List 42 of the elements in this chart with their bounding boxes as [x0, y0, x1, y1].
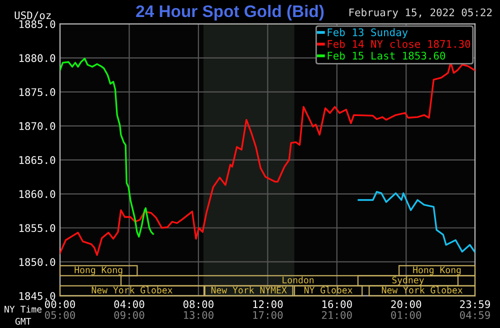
- x-tick-label: 08:00: [183, 300, 214, 308]
- y-tick-label: 1870.0: [19, 122, 56, 130]
- legend-label: Feb 13 Sunday: [328, 28, 408, 38]
- line-series: [358, 191, 475, 253]
- x2-tick-label: 05:00: [45, 311, 76, 319]
- annotation: London: [282, 276, 314, 284]
- x-axis-title: NY Time: [4, 306, 42, 313]
- x2-tick-label: 21:00: [322, 311, 352, 319]
- annotation: Hong Kong: [74, 266, 122, 276]
- y-tick-label: 1855.0: [19, 224, 56, 232]
- annotation: Sydney: [392, 276, 424, 286]
- x-tick-label: 00:00: [45, 300, 76, 308]
- y-tick-label: 1850.0: [19, 258, 56, 266]
- line-series: [60, 62, 475, 256]
- x2-tick-label: 01:00: [391, 311, 422, 319]
- annotation: Hong Kong: [413, 266, 461, 276]
- y-tick-label: 1845.0: [19, 292, 56, 300]
- legend-label: Feb 14 NY close 1871.30: [328, 40, 470, 48]
- y-tick-label: 1880.0: [19, 54, 56, 62]
- x-tick-label: 20:00: [391, 300, 422, 308]
- x-tick-label: 12:00: [253, 300, 283, 308]
- x-tick-label: 04:00: [114, 300, 144, 308]
- x2-tick-label: 13:00: [184, 311, 214, 319]
- x2-tick-label: 04:59: [460, 311, 490, 319]
- x2-tick-label: 09:00: [114, 311, 144, 319]
- legend-label: Feb 15 Last 1853.60: [328, 52, 446, 60]
- annotation: New York Globex: [382, 286, 463, 294]
- x2-tick-label: 17:00: [253, 311, 283, 319]
- y-tick-label: 1860.0: [19, 190, 56, 198]
- chart-title: 24 Hour Spot Gold (Bid): [136, 4, 324, 20]
- y-tick-label: 1865.0: [19, 156, 56, 164]
- x-tick-label: 16:00: [322, 300, 352, 308]
- x-tick-label: 23:59: [460, 300, 490, 308]
- y-tick-label: 1875.0: [19, 88, 56, 96]
- annotation: NY Globex: [304, 286, 352, 294]
- line-series: [60, 58, 154, 238]
- annotation: New York NYMEX: [211, 286, 287, 294]
- y-axis-title: USD/oz: [14, 11, 51, 20]
- x2-axis-title: GMT: [15, 318, 32, 325]
- y-tick-label: 1885.0: [19, 20, 56, 28]
- chart-subtitle: February 15, 2022 05:22: [349, 8, 492, 18]
- annotation: New York Globex: [92, 286, 172, 294]
